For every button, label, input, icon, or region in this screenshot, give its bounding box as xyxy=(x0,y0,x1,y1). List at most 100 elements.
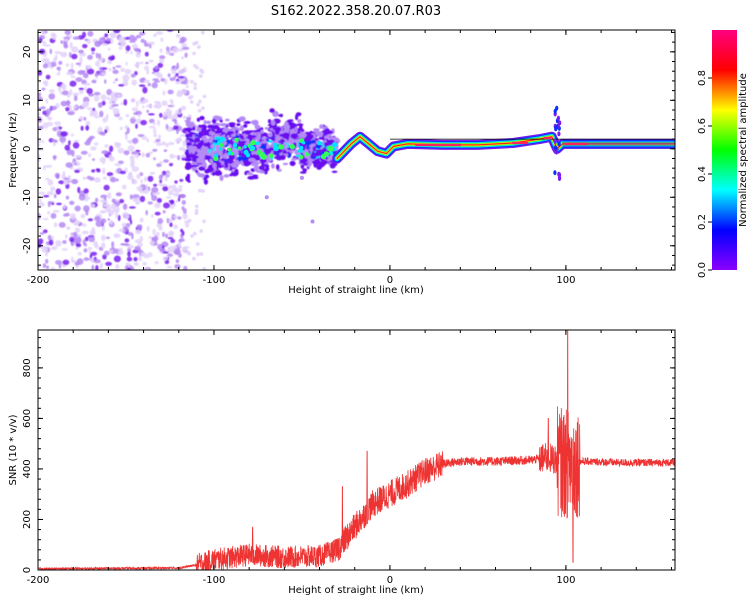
heatmap-cell xyxy=(115,192,122,197)
heatmap-cell xyxy=(79,115,84,121)
heatmap-cell xyxy=(169,99,173,103)
heatmap-cell xyxy=(267,132,273,138)
heatmap-cell xyxy=(41,140,44,144)
heatmap-cell xyxy=(195,242,200,246)
heatmap-cell xyxy=(260,153,267,160)
heatmap-cell xyxy=(94,197,99,203)
heatmap-cell xyxy=(127,267,131,270)
heatmap-cell xyxy=(132,116,136,119)
heatmap-cell xyxy=(119,126,123,131)
heatmap-cell xyxy=(73,105,77,109)
heatmap-cell xyxy=(204,169,210,174)
heatmap-cell xyxy=(38,143,41,147)
heatmap-cell xyxy=(115,264,120,270)
heatmap-cell xyxy=(134,62,140,68)
heatmap-cell xyxy=(258,165,265,170)
heatmap-cell xyxy=(252,176,259,180)
heatmap-cell xyxy=(101,100,106,106)
snr-ytick-label: 0 xyxy=(22,567,33,573)
heatmap-cell xyxy=(64,144,71,151)
heatmap-cell xyxy=(182,212,188,220)
heatmap-cell xyxy=(176,33,181,38)
heatmap-cell xyxy=(106,96,111,100)
heatmap-cell xyxy=(149,171,155,175)
heatmap-cell xyxy=(268,153,274,159)
heatmap-cell xyxy=(197,45,201,49)
heatmap-cell xyxy=(291,133,298,137)
heatmap-cell xyxy=(53,222,58,228)
heatmap-cell xyxy=(274,129,280,135)
heatmap-cell xyxy=(174,75,177,79)
heatmap-cell xyxy=(129,206,136,209)
heatmap-cell xyxy=(212,171,216,176)
heatmap-cell xyxy=(70,213,76,220)
heatmap-cell xyxy=(74,162,78,166)
heatmap-cell xyxy=(304,140,313,146)
heatmap-cell xyxy=(229,173,233,177)
heatmap-cell xyxy=(311,139,316,144)
heatmap-cell xyxy=(135,229,142,235)
snr-ylabel: SNR (10 * v/v) xyxy=(8,414,19,485)
heatmap-cell xyxy=(193,82,197,86)
heatmap-cell xyxy=(138,84,146,87)
heatmap-cell xyxy=(168,141,175,146)
heatmap-cell xyxy=(167,104,175,108)
heatmap-cell xyxy=(77,186,81,194)
heatmap-cell xyxy=(320,161,327,166)
heatmap-cell xyxy=(192,126,196,131)
heatmap-cell xyxy=(271,137,276,141)
heatmap-cell xyxy=(130,266,135,270)
heatmap-cell xyxy=(310,154,316,157)
heatmap-cell xyxy=(125,45,131,52)
heatmap-cell xyxy=(86,175,92,180)
heatmap-cell xyxy=(94,40,102,47)
heatmap-cell xyxy=(135,51,141,58)
heatmap-cell xyxy=(100,210,105,214)
heatmap-cell xyxy=(178,185,183,188)
heatmap-cell xyxy=(152,228,156,235)
heatmap-cell xyxy=(181,206,185,211)
heatmap-cell xyxy=(91,79,97,84)
heatmap-cell xyxy=(115,212,118,219)
heatmap-cell xyxy=(302,158,309,162)
snr-frame xyxy=(37,329,676,571)
heatmap-cell xyxy=(165,233,169,239)
heatmap-cell xyxy=(275,164,280,171)
heatmap-cell xyxy=(69,51,72,58)
heatmap-cell xyxy=(91,52,95,55)
heatmap-cell xyxy=(118,199,125,204)
heatmap-cell xyxy=(111,241,115,248)
heatmap-cell xyxy=(289,122,295,128)
heatmap-cell xyxy=(314,149,323,152)
heatmap-cell xyxy=(44,164,53,168)
heatmap-cell xyxy=(148,236,152,239)
heatmap-cell xyxy=(79,52,87,57)
heatmap-cell xyxy=(159,249,163,252)
heatmap-cell xyxy=(91,264,95,270)
heatmap-cell xyxy=(139,31,146,36)
heatmap-cell xyxy=(86,65,91,70)
heatmap-cell xyxy=(84,141,91,146)
heatmap-cell xyxy=(159,58,165,64)
heatmap-cell xyxy=(192,134,196,140)
heatmap-cell xyxy=(45,252,48,257)
heatmap-cell xyxy=(38,264,41,268)
heatmap-cell xyxy=(71,46,79,53)
heatmap-cell xyxy=(246,172,254,176)
heatmap-xtick-label: 0 xyxy=(387,275,393,286)
heatmap-cell xyxy=(45,265,50,269)
heatmap-cell xyxy=(41,87,46,91)
heatmap-cell xyxy=(186,173,190,178)
heatmap-cell xyxy=(71,178,79,185)
heatmap-cell xyxy=(43,44,51,47)
heatmap-cell xyxy=(60,100,68,107)
heatmap-cell xyxy=(93,115,100,119)
heatmap-cell xyxy=(88,153,91,158)
heatmap-cell xyxy=(176,62,180,70)
heatmap-cell xyxy=(190,79,194,84)
heatmap-cell xyxy=(42,63,49,69)
heatmap-cell xyxy=(159,55,166,60)
heatmap-cell xyxy=(169,199,175,205)
heatmap-cell xyxy=(178,252,182,258)
